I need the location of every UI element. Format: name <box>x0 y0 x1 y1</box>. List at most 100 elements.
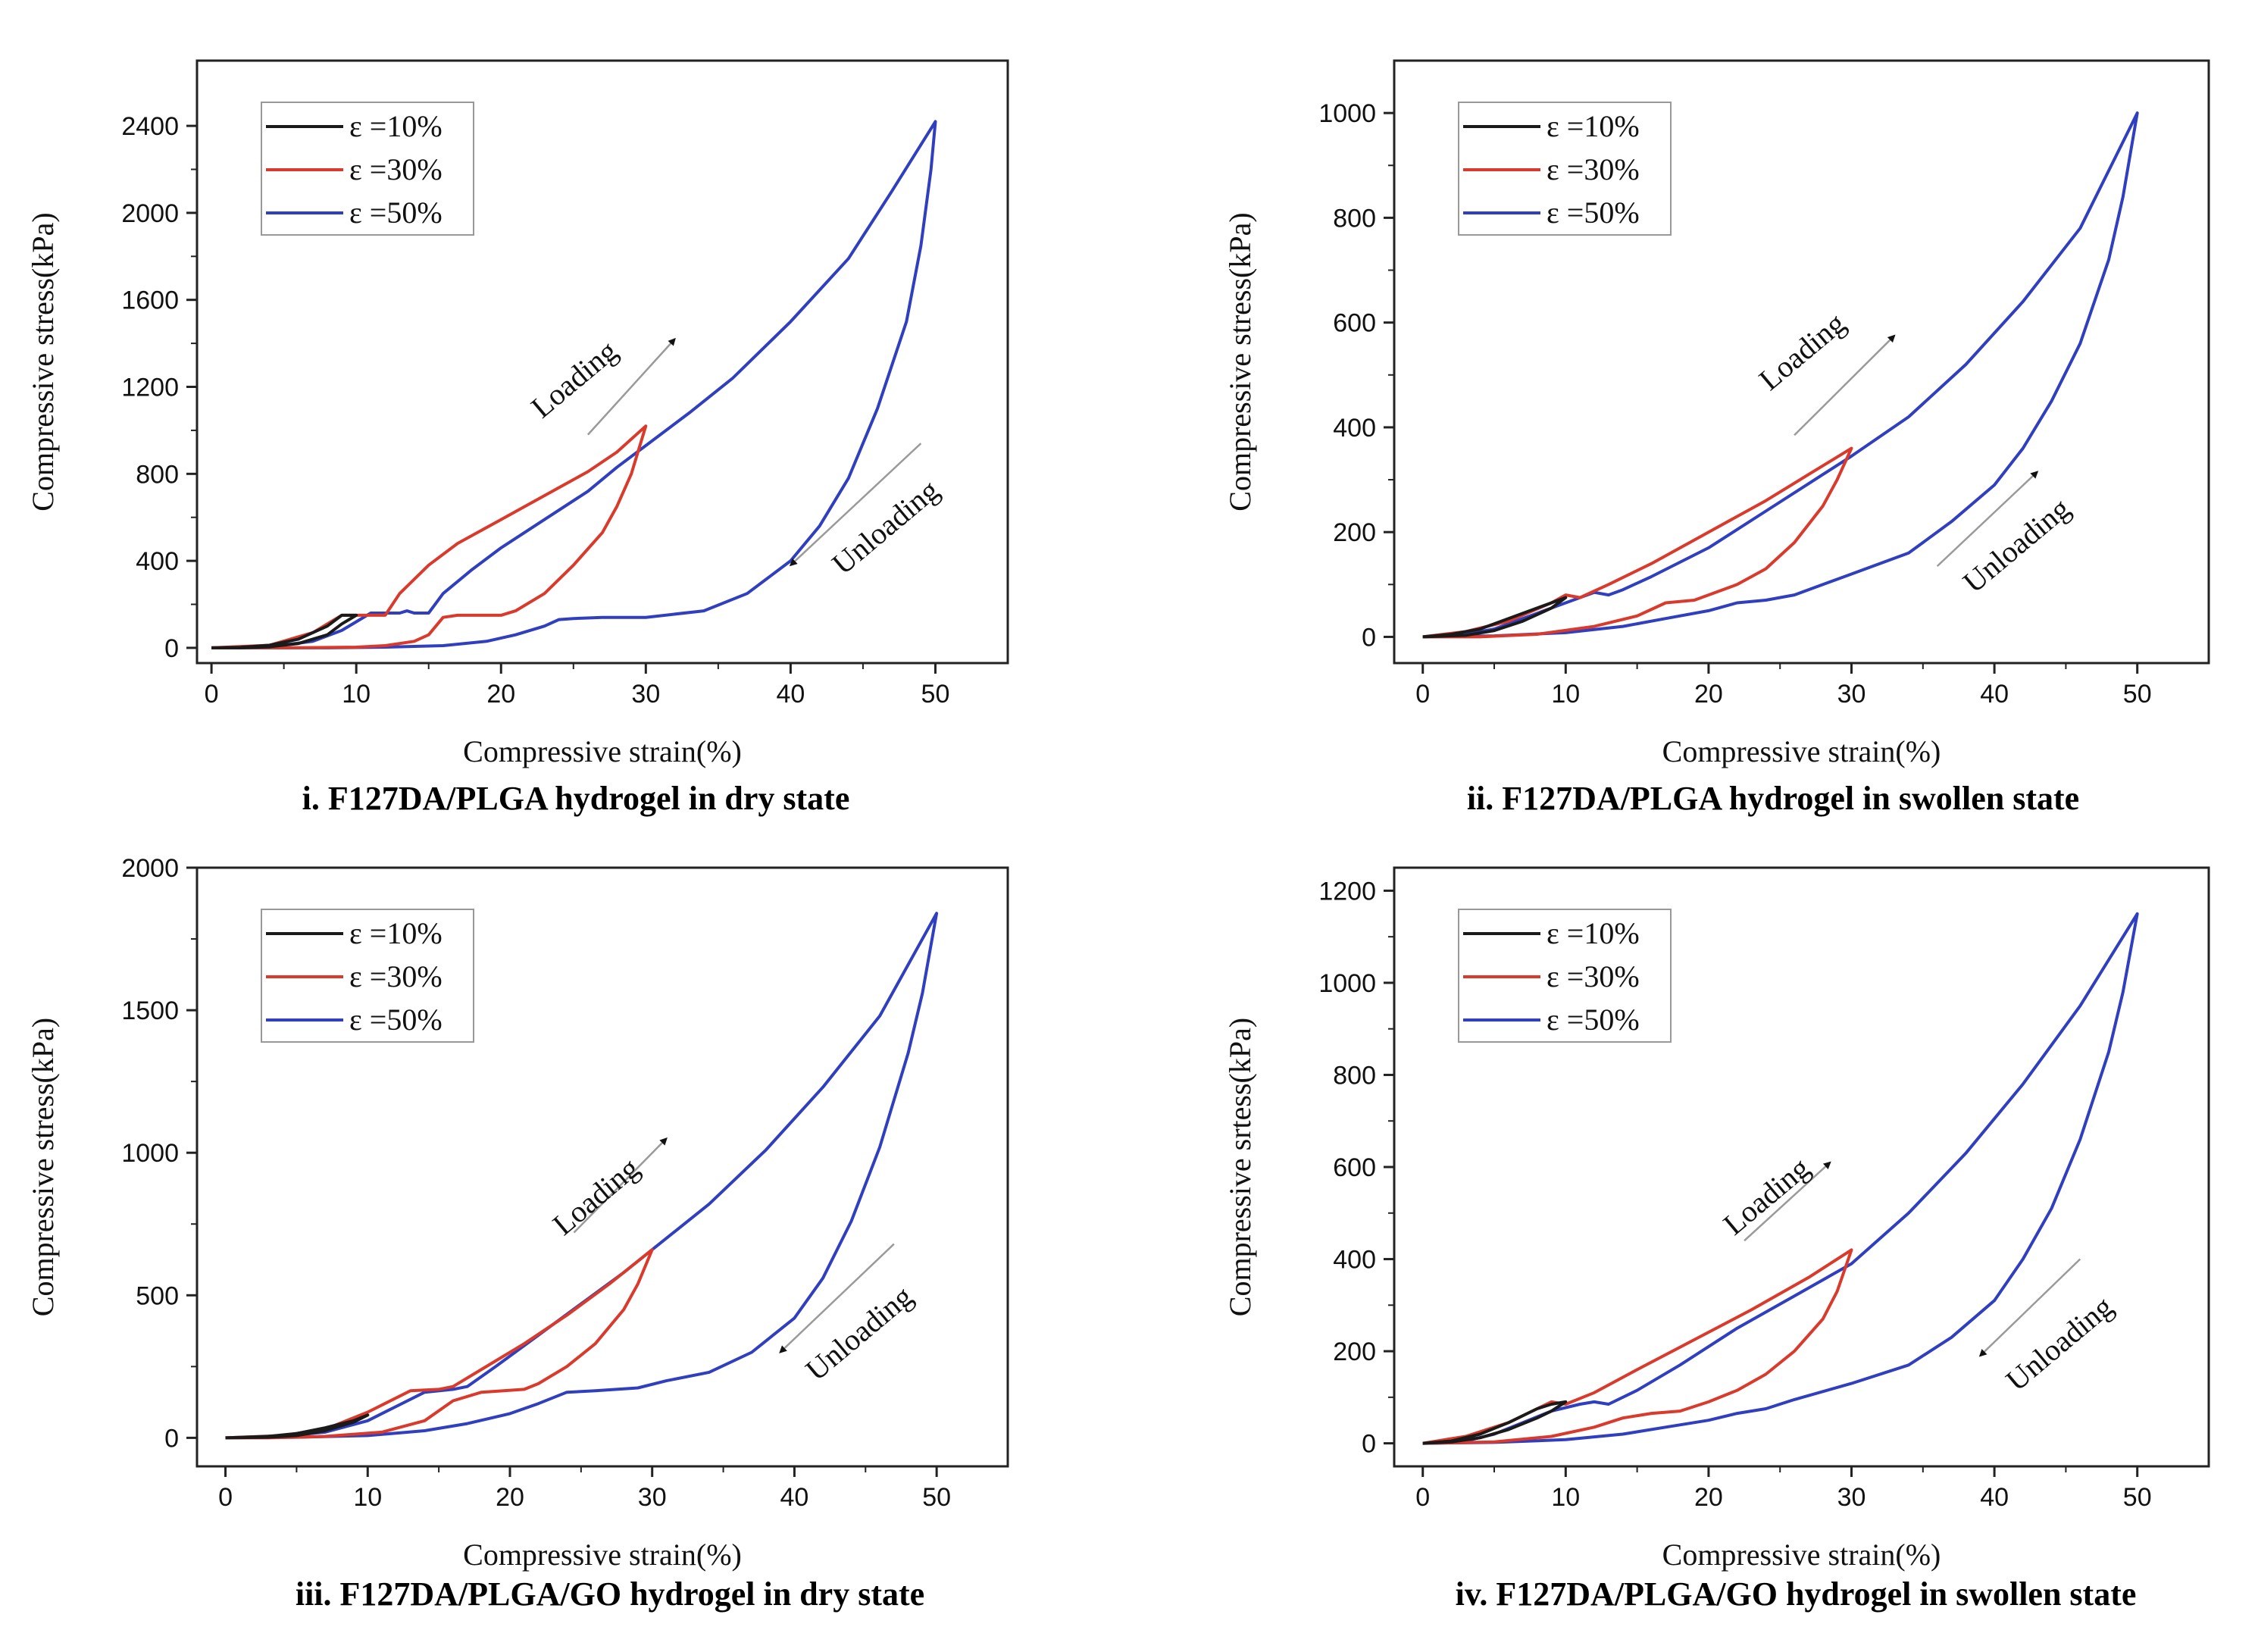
y-tick-label: 0 <box>164 1424 179 1453</box>
y-tick-label: 800 <box>136 460 179 489</box>
y-axis-label: Compressive stress(kPa) <box>1223 212 1257 511</box>
plot-frame <box>195 866 1009 1468</box>
series-line-1 <box>225 1413 370 1440</box>
legend-entry: ε =30% <box>349 152 443 186</box>
y-tick-label: 0 <box>1362 1430 1376 1459</box>
x-tick-label: 50 <box>921 680 950 709</box>
series-line-1 <box>1422 1400 1568 1445</box>
annotation-arrow <box>586 337 676 436</box>
annotation-label: Loading <box>1717 1150 1816 1241</box>
panel-caption: i. F127DA/PLGA hydrogel in dry state <box>302 780 850 817</box>
y-tick-label: 2000 <box>121 854 179 883</box>
y-axis-label: Compressive stress(kPa) <box>26 1018 60 1316</box>
x-tick-label: 30 <box>638 1483 667 1512</box>
chart-panel-1: 0 10 20 30 40 50 0 400 800 1200 1600 2000 2400 Compre… <box>26 59 1009 817</box>
panel-caption: ii. F127DA/PLGA hydrogel in swollen stat… <box>1467 780 2079 817</box>
x-tick-label: 10 <box>1551 680 1580 709</box>
x-axis-label: Compressive strain(%) <box>1662 734 1941 768</box>
legend-entry: ε =30% <box>349 959 443 993</box>
annotation-arrow <box>573 1137 668 1234</box>
x-tick-label: 10 <box>353 1483 382 1512</box>
panel-caption: iv. F127DA/PLGA/GO hydrogel in swollen s… <box>1456 1575 2137 1613</box>
y-tick-label: 0 <box>164 634 179 663</box>
y-tick-label: 1200 <box>121 374 179 402</box>
legend-entry: ε =10% <box>349 109 443 143</box>
y-tick-label: 1000 <box>1318 969 1376 998</box>
series-line-3 <box>1422 912 2139 1445</box>
legend-entry: ε =30% <box>1547 152 1640 186</box>
series-line-2 <box>1422 446 1853 639</box>
plot-frame <box>195 59 1009 665</box>
annotation-label: Unloading <box>2000 1289 2119 1397</box>
x-tick-label: 40 <box>1980 680 2009 709</box>
x-tick-label: 0 <box>205 680 219 709</box>
x-tick-label: 10 <box>1551 1483 1580 1512</box>
series-line-1 <box>211 613 358 649</box>
x-tick-label: 30 <box>1837 680 1866 709</box>
x-tick-label: 40 <box>780 1483 809 1512</box>
y-tick-label: 200 <box>1333 518 1376 547</box>
legend-entry: ε =10% <box>1547 109 1640 143</box>
y-tick-label: 1000 <box>121 1139 179 1168</box>
y-tick-label: 200 <box>1333 1338 1376 1366</box>
annotation-label: Loading <box>1753 306 1852 397</box>
annotation-arrow <box>779 1243 895 1353</box>
y-tick-label: 1500 <box>121 997 179 1025</box>
x-tick-label: 0 <box>1415 680 1430 709</box>
legend-entry: ε =10% <box>349 916 443 950</box>
series-line-3 <box>225 912 939 1440</box>
y-tick-label: 500 <box>136 1281 179 1310</box>
x-tick-label: 0 <box>218 1483 233 1512</box>
series-line-2 <box>1422 1248 1853 1445</box>
series-line-2 <box>211 424 648 649</box>
x-tick-label: 50 <box>922 1483 951 1512</box>
plot-frame <box>1393 59 2210 665</box>
annotation-arrow <box>1744 1161 1831 1242</box>
y-tick-label: 1600 <box>121 286 179 315</box>
x-tick-label: 20 <box>486 680 515 709</box>
legend-entry: ε =50% <box>1547 196 1640 230</box>
y-tick-label: 800 <box>1333 204 1376 233</box>
annotation-arrow <box>1936 471 2039 568</box>
y-tick-label: 400 <box>1333 414 1376 443</box>
x-tick-label: 30 <box>1837 1483 1866 1512</box>
legend-entry: ε =10% <box>1547 916 1640 950</box>
x-axis-label: Compressive strain(%) <box>463 1538 742 1572</box>
annotation-label: Unloading <box>1956 491 2076 599</box>
y-tick-label: 1200 <box>1318 877 1376 906</box>
y-tick-label: 0 <box>1362 623 1376 652</box>
annotation-arrow <box>1978 1258 2081 1357</box>
x-axis-label: Compressive strain(%) <box>463 734 742 768</box>
series-line-3 <box>211 120 937 649</box>
legend-entry: ε =30% <box>1547 959 1640 993</box>
legend-entry: ε =50% <box>349 196 443 230</box>
legend-entry: ε =50% <box>349 1003 443 1037</box>
x-tick-label: 20 <box>1694 1483 1723 1512</box>
y-tick-label: 400 <box>1333 1246 1376 1275</box>
x-tick-label: 40 <box>776 680 805 709</box>
x-tick-label: 0 <box>1415 1483 1430 1512</box>
legend-entry: ε =50% <box>1547 1003 1640 1037</box>
x-axis-label: Compressive strain(%) <box>1662 1538 1941 1572</box>
y-tick-label: 800 <box>1333 1061 1376 1090</box>
x-tick-label: 10 <box>342 680 371 709</box>
x-tick-label: 20 <box>496 1483 524 1512</box>
annotation-arrow <box>789 443 922 567</box>
annotation-label: Unloading <box>799 1279 918 1388</box>
annotation-label: Loading <box>546 1150 646 1241</box>
chart-panel-4: 0 10 20 30 40 50 0 200 400 600 800 1000 1200 Compress… <box>1223 866 2210 1613</box>
y-tick-label: 600 <box>1333 1153 1376 1182</box>
x-tick-label: 50 <box>2123 1483 2152 1512</box>
x-tick-label: 50 <box>2123 680 2152 709</box>
y-tick-label: 1000 <box>1318 99 1376 128</box>
series-line-1 <box>1422 596 1568 639</box>
x-tick-label: 40 <box>1980 1483 2009 1512</box>
annotation-arrow <box>1794 334 1896 436</box>
y-tick-label: 400 <box>136 547 179 576</box>
y-tick-label: 2000 <box>121 199 179 228</box>
x-tick-label: 20 <box>1694 680 1723 709</box>
series-line-2 <box>225 1248 654 1440</box>
x-tick-label: 30 <box>631 680 660 709</box>
